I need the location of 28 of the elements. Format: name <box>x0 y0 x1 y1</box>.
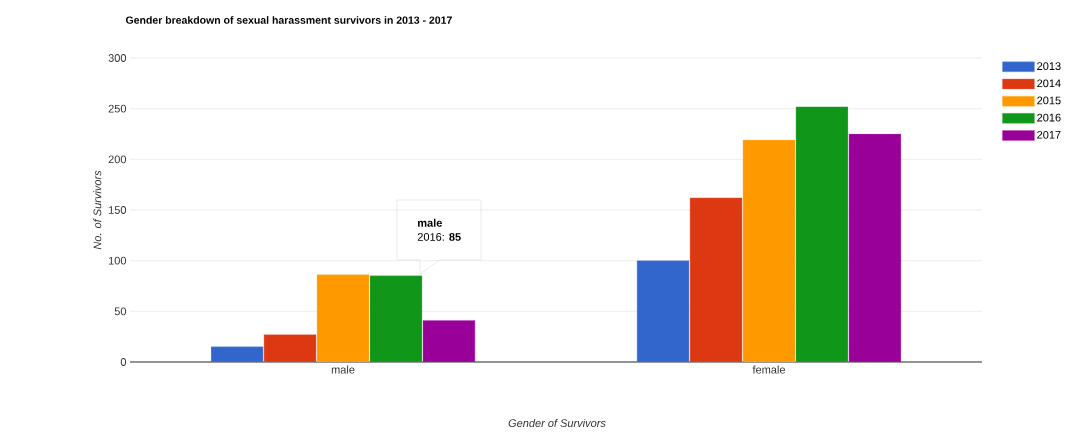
chart-title: Gender breakdown of sexual harassment survivors in 2013 - 2017 <box>125 16 452 24</box>
bar <box>316 274 370 362</box>
legend-label: 2014 <box>1037 79 1061 88</box>
x-tick-label: female <box>752 365 786 374</box>
bar <box>210 346 264 362</box>
legend-label: 2013 <box>1037 62 1061 70</box>
y-tick-label: 100 <box>108 256 127 265</box>
bar <box>795 106 849 362</box>
annotation: male <box>418 218 442 227</box>
bar <box>689 197 743 362</box>
y-tick-label: 250 <box>108 104 127 113</box>
y-axis-title: No. of Survivors <box>93 170 102 250</box>
legend-label: 2015 <box>1037 96 1061 105</box>
legend-label: 2017 <box>1037 130 1061 139</box>
y-tick-label: 0 <box>120 358 127 366</box>
y-tick-label: 200 <box>108 155 127 164</box>
annotation: 2016: 85 <box>417 233 461 241</box>
y-tick-label: 150 <box>108 206 127 214</box>
bar <box>263 334 317 362</box>
x-axis-title: Gender of Survivors <box>508 418 606 428</box>
bar <box>848 133 902 362</box>
legend-label: 2016 <box>1037 113 1061 122</box>
y-tick-label: 50 <box>114 307 127 316</box>
bar <box>369 275 423 362</box>
bar <box>422 320 476 362</box>
bar <box>636 260 690 362</box>
bar <box>742 139 796 362</box>
y-tick-label: 300 <box>108 54 127 62</box>
